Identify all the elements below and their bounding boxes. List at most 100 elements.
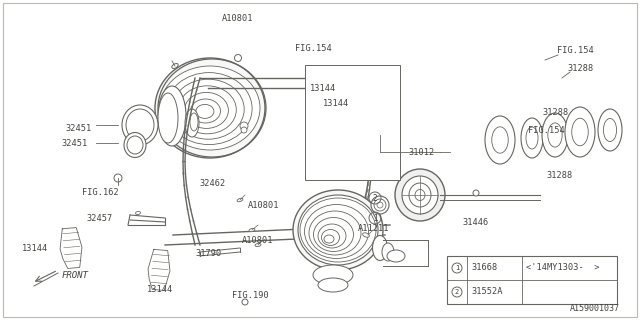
Ellipse shape: [242, 299, 248, 305]
Ellipse shape: [350, 155, 366, 162]
Text: FIG.162: FIG.162: [82, 188, 119, 196]
Text: 32451: 32451: [66, 124, 92, 132]
Ellipse shape: [337, 128, 353, 134]
Text: 31288: 31288: [546, 171, 572, 180]
Ellipse shape: [473, 190, 479, 196]
Ellipse shape: [565, 107, 595, 157]
Text: 31552A: 31552A: [471, 287, 502, 297]
Ellipse shape: [196, 104, 214, 118]
Ellipse shape: [337, 106, 353, 113]
Text: 31446: 31446: [462, 218, 488, 227]
Ellipse shape: [191, 99, 221, 123]
Text: A159001037: A159001037: [570, 304, 620, 313]
Ellipse shape: [318, 224, 346, 248]
Text: 2: 2: [455, 289, 459, 295]
Ellipse shape: [402, 176, 438, 214]
Ellipse shape: [337, 142, 353, 148]
Ellipse shape: [350, 134, 366, 140]
Ellipse shape: [172, 79, 244, 139]
Ellipse shape: [184, 92, 228, 128]
Text: FIG.190: FIG.190: [232, 291, 269, 300]
Ellipse shape: [382, 243, 394, 261]
Text: 13144: 13144: [310, 84, 336, 92]
Ellipse shape: [572, 118, 588, 146]
Ellipse shape: [114, 174, 122, 182]
Ellipse shape: [598, 109, 622, 151]
Ellipse shape: [409, 183, 431, 207]
Ellipse shape: [237, 198, 243, 202]
Ellipse shape: [485, 116, 515, 164]
Ellipse shape: [350, 141, 366, 147]
Ellipse shape: [158, 86, 186, 146]
Text: 31012: 31012: [409, 148, 435, 156]
Ellipse shape: [298, 195, 378, 265]
Ellipse shape: [415, 189, 425, 201]
Ellipse shape: [318, 278, 348, 292]
Ellipse shape: [337, 92, 353, 98]
Ellipse shape: [185, 109, 199, 137]
Ellipse shape: [337, 135, 353, 141]
Ellipse shape: [395, 169, 445, 221]
Ellipse shape: [127, 136, 143, 154]
Ellipse shape: [337, 99, 353, 105]
Text: FIG.154: FIG.154: [295, 44, 332, 52]
Ellipse shape: [126, 109, 154, 141]
Ellipse shape: [172, 64, 178, 68]
Text: 13144: 13144: [147, 284, 173, 293]
Ellipse shape: [309, 211, 361, 255]
Ellipse shape: [160, 66, 260, 150]
Ellipse shape: [124, 132, 146, 157]
Text: 1: 1: [372, 213, 378, 222]
Ellipse shape: [604, 118, 616, 141]
Ellipse shape: [350, 119, 366, 125]
Text: A11211: A11211: [358, 223, 390, 233]
Text: 31288: 31288: [567, 63, 593, 73]
Text: FIG.154: FIG.154: [528, 125, 564, 134]
Bar: [447, 256, 617, 304]
Ellipse shape: [313, 265, 353, 285]
Ellipse shape: [314, 218, 353, 252]
Text: A10801: A10801: [248, 201, 280, 210]
Text: 2: 2: [372, 194, 378, 203]
Ellipse shape: [255, 244, 261, 247]
Ellipse shape: [492, 127, 508, 153]
Text: 31668: 31668: [471, 263, 497, 273]
Text: 32457: 32457: [87, 213, 113, 222]
Ellipse shape: [387, 250, 405, 262]
Ellipse shape: [166, 73, 252, 145]
Ellipse shape: [526, 127, 538, 149]
Text: 31790: 31790: [195, 249, 221, 258]
Ellipse shape: [241, 127, 247, 133]
Ellipse shape: [179, 86, 236, 134]
Text: 32451: 32451: [61, 139, 88, 148]
Text: 31288: 31288: [542, 108, 568, 116]
Ellipse shape: [136, 212, 140, 214]
Ellipse shape: [377, 202, 383, 208]
Ellipse shape: [305, 204, 369, 259]
Ellipse shape: [350, 148, 366, 154]
Ellipse shape: [155, 58, 265, 158]
Ellipse shape: [249, 228, 255, 232]
Ellipse shape: [293, 190, 383, 270]
Text: 1: 1: [455, 265, 459, 271]
Ellipse shape: [190, 113, 198, 131]
Text: 13144: 13144: [323, 99, 349, 108]
Ellipse shape: [548, 123, 562, 147]
Ellipse shape: [240, 122, 248, 130]
Ellipse shape: [122, 105, 158, 145]
Text: FRONT: FRONT: [62, 270, 89, 279]
Text: A10801: A10801: [242, 236, 273, 244]
Ellipse shape: [542, 113, 568, 157]
Ellipse shape: [371, 196, 389, 214]
Bar: [305, 65, 400, 180]
Ellipse shape: [372, 236, 387, 260]
Ellipse shape: [321, 229, 339, 245]
Ellipse shape: [337, 114, 353, 120]
Ellipse shape: [350, 105, 366, 111]
Ellipse shape: [350, 112, 366, 118]
Text: 32462: 32462: [200, 179, 226, 188]
Ellipse shape: [350, 126, 366, 133]
Ellipse shape: [158, 93, 178, 143]
Ellipse shape: [324, 235, 334, 243]
Ellipse shape: [374, 199, 386, 211]
